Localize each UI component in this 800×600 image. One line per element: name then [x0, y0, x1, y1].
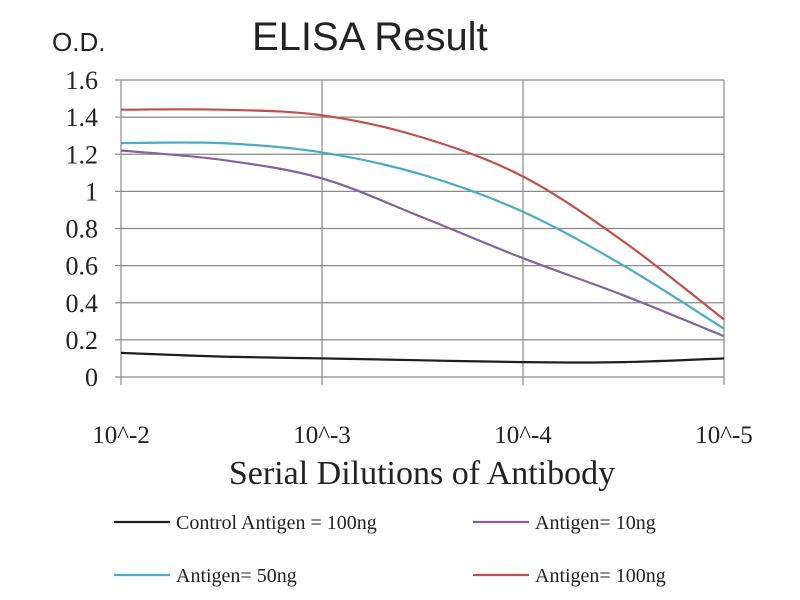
y-tick-label: 1.2: [66, 140, 99, 169]
y-tick-label: 1.4: [66, 103, 99, 132]
series-line-antigen-10ng: [120, 149, 725, 338]
legend: Control Antigen = 100ng Antigen= 10ng Anti…: [114, 512, 666, 587]
legend-label: Antigen= 100ng: [535, 565, 666, 587]
y-tick-label: 0.8: [66, 215, 99, 244]
legend-label: Antigen= 10ng: [535, 512, 656, 534]
x-tick-label: 10^-4: [494, 422, 552, 449]
y-tick-labels: 0 0.2 0.4 0.6 0.8 1 1.2 1.4 1.6: [66, 66, 99, 392]
series-line-antigen-50ng: [120, 141, 725, 330]
x-axis-label: Serial Dilutions of Antibody: [229, 455, 615, 492]
legend-label: Antigen= 50ng: [176, 565, 297, 587]
x-tick-label: 10^-2: [92, 422, 150, 449]
y-tick-label: 0.2: [66, 326, 99, 355]
y-tick-label: 0: [85, 363, 98, 392]
y-tick-label: 0.6: [66, 252, 99, 281]
legend-label: Control Antigen = 100ng: [176, 512, 377, 534]
series-line-control-antigen-100ng: [120, 351, 725, 364]
series-line-antigen-100ng: [120, 108, 725, 321]
chart-title: ELISA Result: [252, 15, 488, 59]
y-tick-label: 0.4: [66, 289, 99, 318]
y-axis-label: O.D.: [52, 27, 105, 57]
series-lines: [120, 108, 725, 364]
y-tick-label: 1.6: [66, 66, 99, 95]
x-tick-label: 10^-3: [293, 422, 351, 449]
x-tick-labels: 10^-2 10^-3 10^-4 10^-5: [92, 422, 753, 449]
y-tick-label: 1: [85, 177, 98, 206]
x-tick-label: 10^-5: [695, 422, 753, 449]
gridlines: [115, 79, 725, 385]
